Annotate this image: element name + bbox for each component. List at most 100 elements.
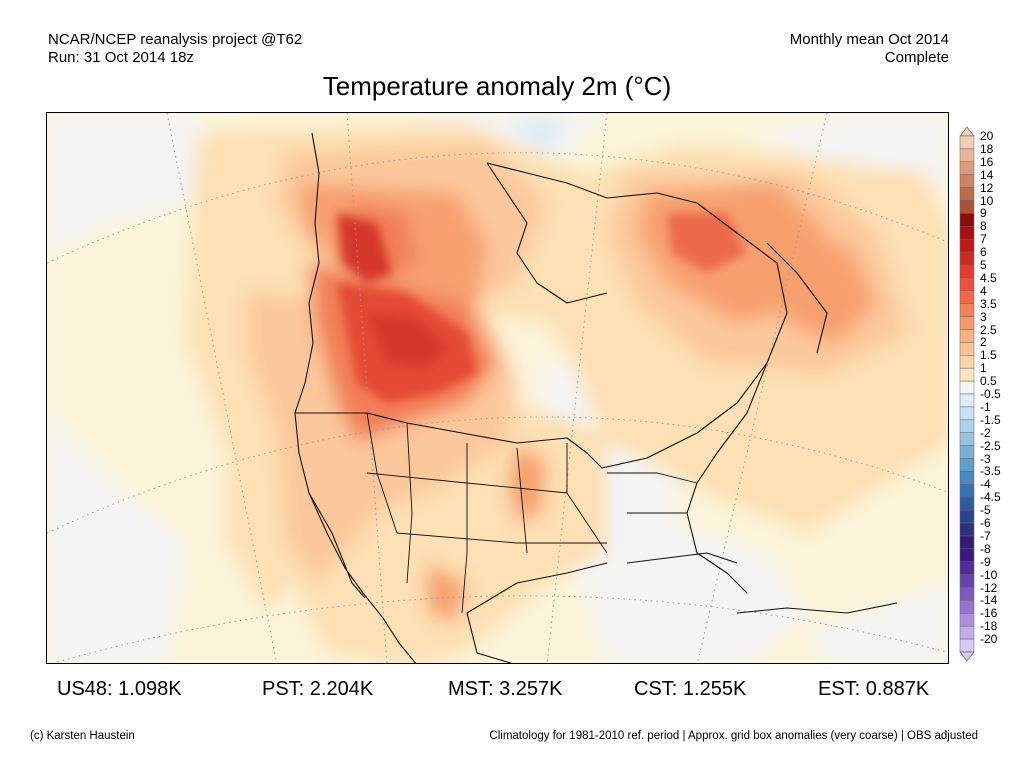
colorbar-label: 7 (980, 232, 987, 247)
colorbar-label: -7 (980, 528, 991, 543)
colorbar-label: -12 (980, 580, 998, 595)
colorbar-label: -14 (980, 593, 998, 608)
colorbar-label: -1 (980, 399, 991, 414)
colorbar-label: -8 (980, 541, 991, 556)
colorbar-swatch (959, 264, 975, 279)
colorbar-label: 3.5 (980, 296, 997, 311)
colorbar-swatch (959, 355, 975, 369)
colorbar-top-arrow (959, 126, 975, 137)
colorbar-swatch (959, 471, 975, 485)
colorbar-label: -10 (980, 567, 998, 582)
region-stat: CST: 1.255K (634, 678, 747, 700)
colorbar-label: 4.5 (980, 270, 997, 285)
colorbar-swatch (959, 316, 975, 330)
header-right: Monthly mean Oct 2014 Complete (790, 31, 949, 67)
colorbar-swatch (959, 303, 975, 317)
colorbar-label: -3 (980, 451, 991, 466)
colorbar-label: -2 (980, 425, 991, 440)
colorbar-label: -4.5 (980, 490, 1001, 505)
region-stat: US48: 1.098K (57, 678, 182, 700)
region-stats: US48: 1.098K PST: 2.204K MST: 3.257K CST: 1… (0, 678, 1024, 706)
colorbar-label: 12 (980, 180, 994, 195)
run-label: Run: 31 Oct 2014 18z (48, 49, 194, 66)
colorbar-label: -16 (980, 606, 998, 621)
colorbar-label: -1.5 (980, 412, 1001, 427)
colorbar-swatch (959, 496, 975, 511)
colorbar-label: -18 (980, 619, 998, 634)
colorbar-swatch (959, 367, 975, 382)
colorbar-swatch (959, 290, 975, 304)
colorbar-swatch (959, 187, 975, 201)
colorbar-swatch (959, 445, 975, 459)
colorbar-label: 3 (980, 309, 987, 324)
colorbar-swatch (959, 522, 975, 537)
colorbar-swatch (959, 238, 975, 253)
colorbar-label: -2.5 (980, 438, 1001, 453)
colorbar-swatch (959, 458, 975, 472)
colorbar-swatch (959, 393, 975, 408)
colorbar-label: -5 (980, 503, 991, 518)
model-label: NCAR/NCEP reanalysis project @T62 (48, 31, 303, 48)
colorbar-swatch (959, 638, 975, 653)
colorbar-swatch (959, 600, 975, 614)
colorbar-label: 2.5 (980, 322, 997, 337)
state-borders (366, 412, 698, 614)
colorbar-swatch (959, 226, 975, 240)
colorbar-swatch (959, 613, 975, 627)
colorbar-swatch (959, 561, 975, 575)
colorbar: 20 18 16 14 12 10 9 8 7 6 5 4.5 4 3.5 3 2.5 2 1.5 1 0.5 -0.5… (958, 126, 1024, 662)
colorbar-label: -0.5 (980, 387, 1001, 401)
period-label: Monthly mean Oct 2014 (789, 31, 949, 48)
colorbar-label: 9 (980, 206, 987, 221)
colorbar-label: 16 (980, 154, 994, 169)
colorbar-label: 18 (980, 141, 994, 156)
colorbar-label: 5 (980, 258, 987, 272)
colorbar-swatch (959, 148, 975, 163)
colorbar-swatch (959, 484, 975, 498)
colorbar-swatch (959, 509, 975, 524)
anomaly-map (46, 112, 949, 664)
colorbar-swatch (959, 574, 975, 588)
colorbar-label: 2 (980, 335, 987, 350)
colorbar-swatch (959, 277, 975, 292)
colorbar-swatch (959, 548, 975, 562)
colorbar-swatch (959, 406, 975, 421)
colorbar-swatch (959, 174, 975, 188)
region-stat: MST: 3.257K (448, 678, 563, 700)
anomaly-hotspots (337, 213, 747, 403)
colorbar-label: -20 (980, 632, 998, 647)
colorbar-swatches (959, 126, 975, 662)
colorbar-label: 1.5 (980, 348, 997, 363)
colorbar-swatch (959, 587, 975, 601)
colorbar-label: 0.5 (980, 374, 997, 389)
colorbar-swatch (959, 380, 975, 395)
colorbar-swatch (959, 213, 975, 227)
colorbar-label: 4 (980, 283, 987, 298)
graticule (47, 113, 948, 663)
colorbar-bottom-arrow (959, 651, 975, 662)
colorbar-label: 20 (980, 129, 994, 143)
colorbar-swatch (959, 432, 975, 446)
colorbar-swatch (959, 625, 975, 640)
colorbar-label: -3.5 (980, 464, 1001, 479)
header-left: NCAR/NCEP reanalysis project @T62 Run: 3… (48, 31, 302, 67)
colorbar-swatch (959, 342, 975, 356)
colorbar-label: -9 (980, 554, 991, 569)
climatology-note: Climatology for 1981-2010 ref. period | … (489, 730, 978, 742)
colorbar-label: 10 (980, 193, 994, 208)
colorbar-swatch (959, 329, 975, 343)
colorbar-swatch (959, 135, 975, 150)
colorbar-swatch (959, 535, 975, 550)
colorbar-label: 1 (980, 361, 987, 376)
status-label: Complete (884, 49, 949, 66)
colorbar-label: 8 (980, 219, 987, 234)
copyright-label: (c) Karsten Haustein (30, 730, 135, 742)
colorbar-swatch (959, 161, 975, 175)
region-stat: PST: 2.204K (262, 678, 374, 700)
colorbar-swatch (959, 419, 975, 433)
map-canvas (47, 113, 948, 663)
map-title: Temperature anomaly 2m (°C) (322, 71, 672, 101)
colorbar-swatch (959, 251, 975, 266)
colorbar-label: -6 (980, 516, 991, 530)
colorbar-label: 14 (980, 167, 994, 182)
